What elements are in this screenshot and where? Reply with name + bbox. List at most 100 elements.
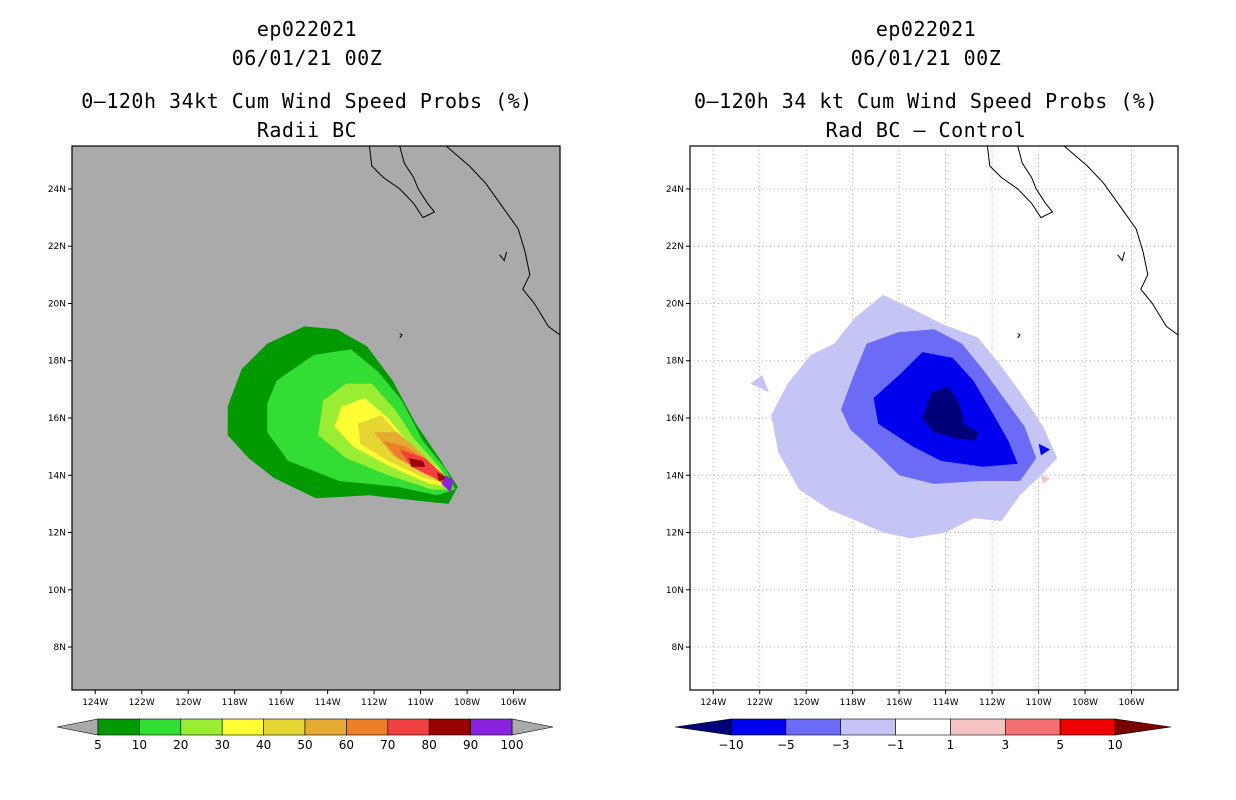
y-tick-label: 10N [666, 586, 684, 596]
colorbar-label: 3 [1001, 738, 1009, 752]
right-title-date: 06/01/21 00Z [850, 46, 1002, 70]
colorbar-label: −3 [832, 738, 850, 752]
left-title: ep022021 06/01/21 00Z 0–120h 34kt Cum Wi… [57, 15, 557, 145]
x-tick-label: 114W [315, 698, 341, 708]
left-map-chart: 124W 122W 120W 118W 116W 114W 112W 110W 108W 106W… [48, 145, 561, 752]
contour-fill [441, 475, 454, 493]
colorbar-label: −5 [777, 738, 795, 752]
colorbar-end-right [511, 718, 554, 736]
y-tick-label: 20N [666, 299, 684, 309]
contour-fill [1040, 475, 1051, 484]
x-tick-label: 116W [886, 698, 912, 708]
left-title-date: 06/01/21 00Z [231, 46, 383, 70]
left-title-product: 0–120h 34kt Cum Wind Speed Probs (%) [81, 89, 533, 113]
colorbar-swatch [1059, 718, 1116, 736]
colorbar-label: 70 [380, 738, 395, 752]
colorbar-label: −10 [718, 738, 743, 752]
x-tick-label: 120W [793, 698, 819, 708]
colorbar-swatch [180, 718, 223, 736]
colorbar-swatch [428, 718, 471, 736]
colorbar-swatch [221, 718, 264, 736]
left-map-panel: 124W 122W 120W 118W 116W 114W 112W 110W 108W 106W… [0, 0, 620, 760]
colorbar: 5 10 20 30 40 50 60 70 80 90 100 [56, 718, 554, 752]
colorbar: −10 −5 −3 −1 1 3 5 10 [674, 718, 1172, 752]
colorbar-label: 50 [297, 738, 312, 752]
y-tick-label: 8N [54, 643, 66, 653]
colorbar-swatch [470, 718, 513, 736]
colorbar-label: −1 [887, 738, 905, 752]
y-tick-label: 18N [666, 357, 684, 367]
y-tick-label: 12N [48, 529, 66, 539]
y-tick-label: 16N [48, 414, 66, 424]
x-tick-label: 118W [222, 698, 248, 708]
x-tick-label: 112W [979, 698, 1005, 708]
left-title-storm-id: ep022021 [256, 17, 358, 41]
colorbar-end-left [56, 718, 99, 736]
right-title-storm-id: ep022021 [875, 17, 977, 41]
contour-fill [409, 458, 426, 467]
coastline [986, 146, 1054, 219]
colorbar-swatch [304, 718, 347, 736]
y-tick-label: 22N [48, 242, 66, 252]
x-tick-label: 118W [840, 698, 866, 708]
y-tick-label: 12N [666, 529, 684, 539]
right-title-product: 0–120h 34 kt Cum Wind Speed Probs (%) [693, 89, 1159, 113]
colorbar-swatch [895, 718, 951, 736]
x-tick-label: 110W [408, 698, 434, 708]
coastline [1063, 146, 1178, 336]
x-tick-label: 108W [1072, 698, 1098, 708]
coastline [1117, 251, 1126, 262]
x-tick-label: 120W [175, 698, 201, 708]
y-tick-label: 10N [48, 586, 66, 596]
colorbar-label: 30 [215, 738, 230, 752]
y-tick-label: 20N [48, 299, 66, 309]
x-tick-label: 112W [361, 698, 387, 708]
colorbar-label: 10 [1107, 738, 1122, 752]
x-tick-label: 106W [1118, 698, 1144, 708]
colorbar-end-left [674, 718, 732, 736]
colorbar-swatch [139, 718, 182, 736]
colorbar-swatch [840, 718, 896, 736]
x-tick-label: 106W [500, 698, 526, 708]
x-tick-label: 122W [129, 698, 155, 708]
colorbar-label: 5 [94, 738, 102, 752]
x-tick-label: 116W [268, 698, 294, 708]
colorbar-swatch [387, 718, 430, 736]
x-tick-label: 114W [933, 698, 959, 708]
colorbar-swatch [730, 718, 787, 736]
right-title-subtitle: Rad BC – Control [825, 118, 1027, 142]
y-tick-label: 14N [48, 471, 66, 481]
coastline [368, 146, 436, 219]
colorbar-label: 80 [422, 738, 437, 752]
right-title: ep022021 06/01/21 00Z 0–120h 34 kt Cum W… [676, 15, 1176, 145]
colorbar-label: 60 [339, 738, 354, 752]
x-tick-label: 110W [1026, 698, 1052, 708]
coastline [499, 251, 508, 262]
colorbar-swatch [263, 718, 306, 736]
x-tick-label: 122W [747, 698, 773, 708]
x-tick-label: 124W [700, 698, 726, 708]
x-tick-label: 124W [82, 698, 108, 708]
y-tick-label: 18N [48, 357, 66, 367]
y-tick-label: 24N [666, 185, 684, 195]
y-tick-label: 14N [666, 471, 684, 481]
y-tick-label: 8N [672, 643, 684, 653]
coastline [1017, 333, 1021, 339]
colorbar-label: 100 [501, 738, 524, 752]
colorbar-swatch [950, 718, 1006, 736]
y-tick-label: 16N [666, 414, 684, 424]
contour-fill [922, 386, 979, 441]
y-tick-label: 24N [48, 185, 66, 195]
right-map-chart: 124W 122W 120W 118W 116W 114W 112W 110W 108W 106W… [666, 145, 1179, 752]
x-tick-label: 108W [454, 698, 480, 708]
contour-fill [1038, 443, 1051, 456]
colorbar-label: 1 [947, 738, 955, 752]
colorbar-swatch [97, 718, 140, 736]
colorbar-label: 5 [1056, 738, 1064, 752]
colorbar-swatch [785, 718, 842, 736]
coastline [445, 146, 560, 336]
colorbar-label: 10 [132, 738, 147, 752]
y-tick-label: 22N [666, 242, 684, 252]
colorbar-swatch [1004, 718, 1061, 736]
colorbar-label: 20 [173, 738, 188, 752]
